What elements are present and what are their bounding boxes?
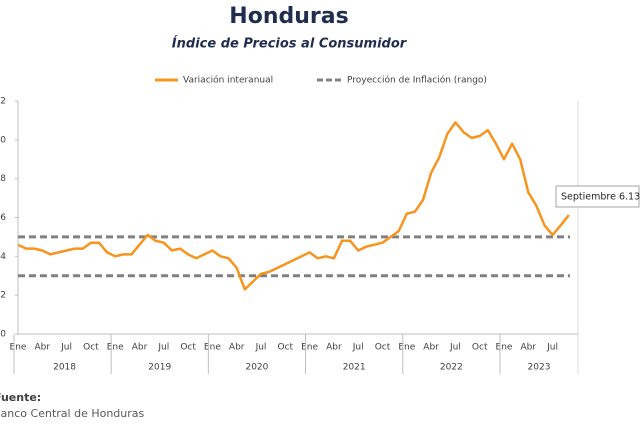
x-tick-label: Oct xyxy=(180,343,196,353)
y-tick-label: 6 xyxy=(0,213,6,223)
chart-subtitle: Índice de Precios al Consumidor xyxy=(172,36,408,52)
x-tick-label: Ene xyxy=(204,343,221,353)
x-tick-label: Abr xyxy=(132,343,148,353)
x-tick-label: Abr xyxy=(521,343,537,353)
year-label: 2023 xyxy=(528,363,551,373)
x-tick-label: Oct xyxy=(375,343,391,353)
x-tick-label: Jul xyxy=(157,343,169,353)
y-tick-label: 10 xyxy=(0,135,6,145)
annotation-box xyxy=(555,185,640,208)
x-tick-label: Jul xyxy=(546,343,558,353)
x-tick-label: Ene xyxy=(10,343,27,353)
year-label: 2018 xyxy=(53,363,76,373)
year-label: 2021 xyxy=(343,363,366,373)
annotation: Septiembre 6.13% xyxy=(561,192,640,203)
x-tick-label: Abr xyxy=(326,343,342,353)
x-tick-label: Oct xyxy=(472,343,488,353)
source-label: Fuente: xyxy=(0,391,41,404)
y-tick-label: 0 xyxy=(0,330,6,340)
x-tick-label: Ene xyxy=(301,343,318,353)
source: Banco Central de Honduras xyxy=(0,407,145,420)
series-line xyxy=(17,121,570,291)
y-tick-label: 4 xyxy=(0,252,6,262)
y-tick-label: 2 xyxy=(0,291,6,301)
chart-title: Honduras xyxy=(229,4,348,29)
y-tick-label: 12 xyxy=(0,97,6,107)
legend-label: Proyección de Inflación (rango) xyxy=(347,75,487,86)
x-tick-label: Jul xyxy=(255,343,267,353)
y-tick-label: 8 xyxy=(0,174,6,184)
x-tick-label: Ene xyxy=(107,343,124,353)
x-tick-label: Abr xyxy=(229,343,245,353)
x-tick-label: Oct xyxy=(83,343,99,353)
x-tick-label: Jul xyxy=(449,343,461,353)
x-tick-label: Ene xyxy=(398,343,415,353)
x-tick-label: Abr xyxy=(423,343,439,353)
year-label: 2022 xyxy=(440,363,463,373)
x-tick-label: Oct xyxy=(278,343,294,353)
x-tick-label: Jul xyxy=(352,343,364,353)
x-tick-label: Jul xyxy=(60,343,72,353)
x-tick-label: Abr xyxy=(35,343,51,353)
year-label: 2020 xyxy=(245,363,268,373)
x-tick-label: Ene xyxy=(496,343,513,353)
legend-label: Variación interanual xyxy=(183,75,273,86)
year-label: 2019 xyxy=(148,363,171,373)
